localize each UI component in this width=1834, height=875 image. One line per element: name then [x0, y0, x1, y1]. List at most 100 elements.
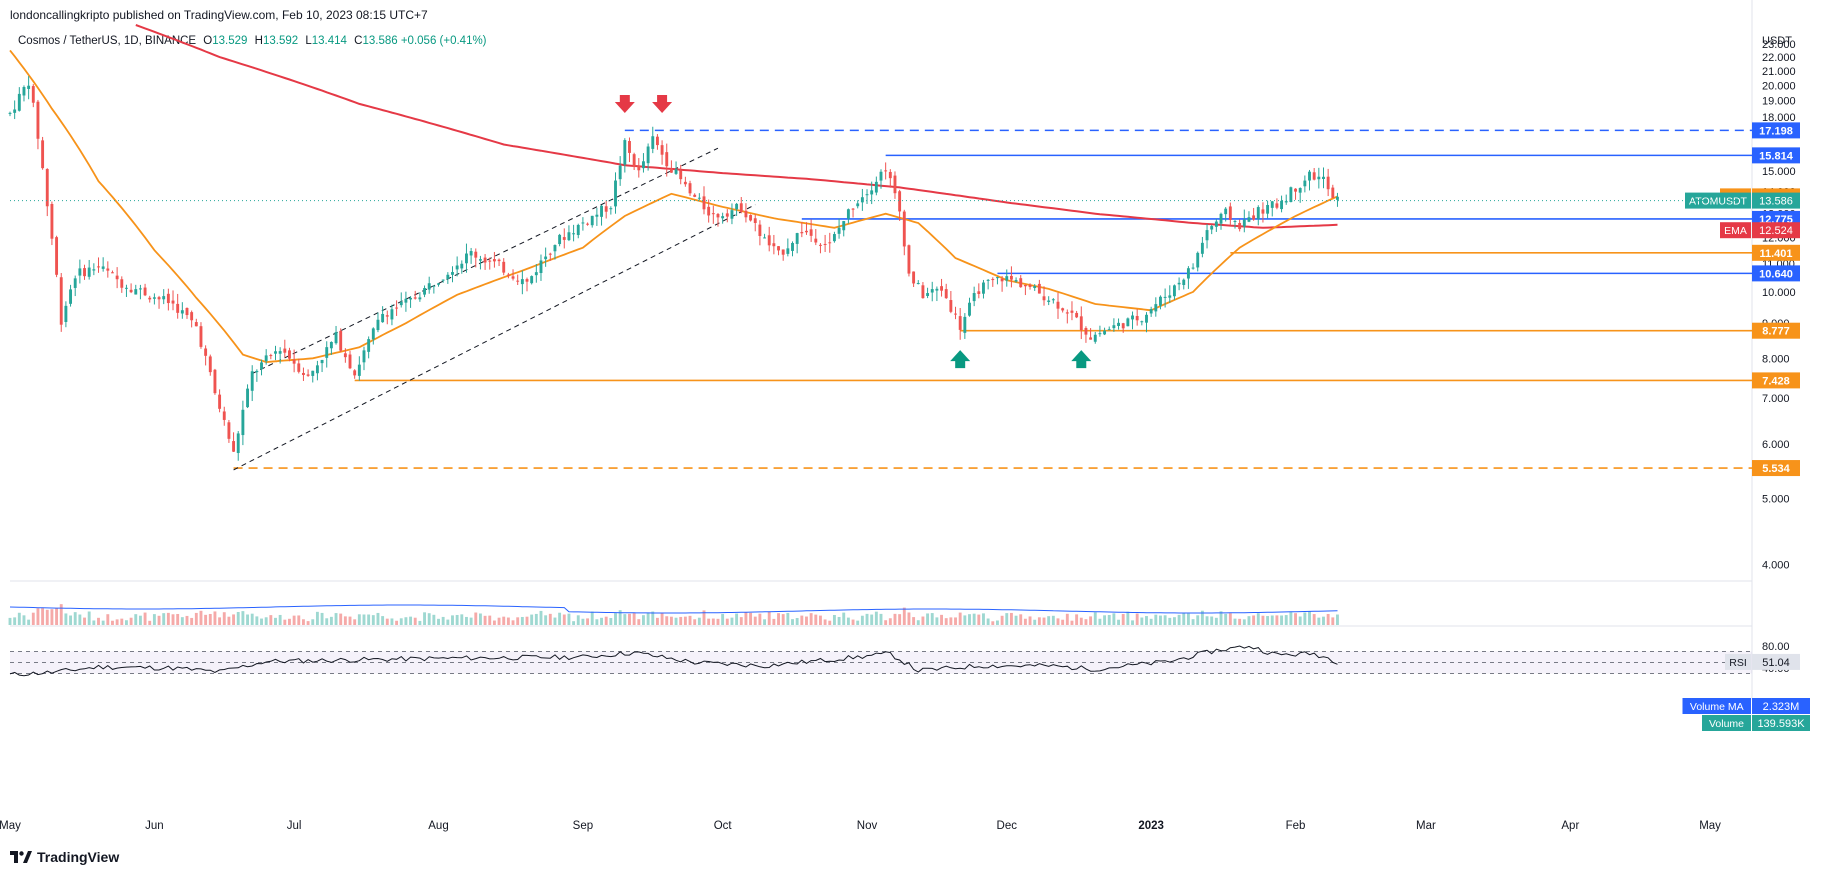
candle-body	[301, 372, 305, 375]
candle-body	[893, 175, 897, 194]
candle-body	[1224, 208, 1228, 215]
tradingview-brand[interactable]: TradingView	[37, 849, 120, 865]
volume-bar	[236, 612, 240, 625]
candle-body	[395, 307, 399, 309]
volume-bar	[180, 617, 184, 625]
volume-bar	[600, 617, 603, 625]
volume-bar	[13, 617, 17, 625]
volume-bar	[902, 607, 906, 625]
candle-body	[1037, 283, 1041, 294]
candle-body	[1159, 296, 1162, 306]
candle-body	[1228, 206, 1232, 220]
symbol-name[interactable]: Cosmos / TetherUS, 1D, BINANCE	[18, 35, 197, 47]
candle-body	[1079, 316, 1083, 330]
volume-bar	[595, 619, 599, 625]
candle-body	[870, 190, 874, 195]
candle-body	[138, 288, 142, 290]
volume-bar	[1089, 616, 1093, 625]
volume-bar	[749, 612, 753, 625]
volume-bar	[176, 613, 180, 625]
candle-body	[516, 280, 520, 282]
volume-bar	[288, 618, 291, 625]
volume-bar	[846, 617, 850, 625]
volume-bar	[241, 611, 245, 625]
volume-bar	[758, 613, 762, 625]
candle-body	[851, 208, 855, 210]
candle-body	[1093, 334, 1097, 342]
candle-body	[679, 170, 683, 180]
candle-body	[1214, 221, 1218, 227]
candle-body	[451, 272, 454, 275]
candle-body	[124, 287, 128, 289]
candle-body	[1168, 295, 1172, 298]
volume-bar	[162, 613, 166, 625]
candle-body	[553, 245, 557, 252]
volume-bar	[325, 618, 329, 625]
candle-body	[828, 242, 832, 244]
volume-bar	[199, 610, 203, 625]
candle-body	[735, 203, 739, 210]
price-tick-label: 6.000	[1762, 439, 1790, 451]
candle-body	[320, 359, 324, 364]
pane-value-text: 139.593K	[1757, 718, 1805, 730]
volume-bar	[744, 612, 748, 625]
candle-body	[972, 293, 976, 302]
volume-bar	[1252, 615, 1256, 625]
candle-body	[1145, 314, 1148, 323]
volume-bar	[1117, 619, 1120, 625]
candle-body	[646, 146, 650, 164]
volume-bar	[986, 618, 990, 625]
open-value: 13.529	[212, 35, 248, 47]
volume-bar	[791, 619, 794, 625]
candle-body	[767, 235, 771, 246]
candle-body	[1070, 310, 1074, 313]
volume-bar	[576, 615, 580, 625]
candle-body	[371, 328, 375, 340]
volume-bar	[679, 616, 683, 625]
candle-body	[791, 242, 794, 251]
candle-body	[968, 302, 971, 316]
candle-body	[1238, 222, 1242, 230]
candle-body	[628, 141, 631, 153]
candle-body	[544, 256, 548, 260]
volume-bar	[581, 618, 585, 625]
candle-body	[669, 168, 673, 173]
candle-body	[334, 332, 338, 344]
candle-body	[725, 213, 729, 217]
volume-bar	[753, 616, 757, 625]
volume-bar	[618, 610, 622, 625]
candle-body	[329, 341, 333, 349]
candle-body	[595, 214, 599, 217]
candle-body	[1186, 268, 1190, 279]
candle-body	[935, 288, 939, 291]
volume-bar	[1312, 614, 1316, 625]
candle-body	[954, 313, 957, 315]
volume-bar	[907, 612, 911, 625]
candle-body	[78, 268, 82, 276]
candle-body	[1317, 176, 1321, 180]
candle-body	[683, 181, 687, 185]
candle-body	[115, 275, 119, 280]
volume-bar	[1242, 619, 1246, 625]
candle-body	[409, 297, 413, 300]
volume-bar	[469, 617, 473, 625]
candle-body	[567, 232, 571, 241]
volume-bar	[1047, 616, 1051, 625]
rsi-value-text: 51.04	[1762, 657, 1790, 669]
publisher-line: londoncallingkripto published on Trading…	[10, 8, 428, 22]
candle-body	[437, 283, 440, 285]
candle-body	[97, 266, 100, 268]
candle-body	[385, 315, 389, 317]
candle-body	[991, 279, 995, 281]
volume-bar	[1126, 611, 1130, 625]
volume-bar	[520, 616, 524, 625]
volume-bar	[152, 614, 156, 625]
volume-bar	[413, 617, 417, 625]
currency-label: USDT	[1762, 35, 1792, 47]
volume-bar	[171, 614, 175, 625]
volume-bar	[78, 614, 82, 625]
volume-bar	[530, 614, 534, 625]
candle-body	[390, 309, 394, 320]
candle-body	[520, 279, 524, 285]
